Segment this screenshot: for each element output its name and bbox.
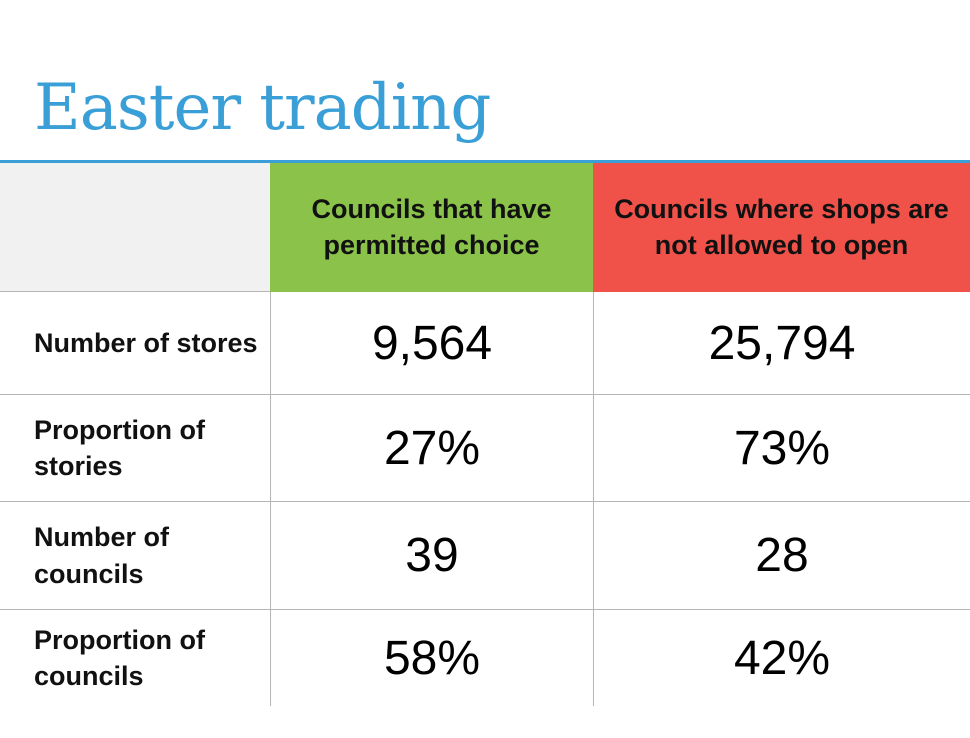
row-label-proportion-of-councils: Proportion of councils <box>34 624 205 691</box>
data-table: Councils that have permitted choice Coun… <box>0 163 970 706</box>
chart-title: Easter trading <box>34 71 491 145</box>
value-council-proportion-permitted: 58% <box>270 610 593 706</box>
row-label-proportion-of-stories: Proportion of stories <box>0 395 270 502</box>
value-store-proportion-not-allowed: 73% <box>593 395 970 502</box>
table-corner <box>0 163 270 292</box>
column-header-not-allowed: Councils where shops are not allowed to … <box>593 163 970 292</box>
row-label-number-of-stores: Number of stores <box>0 292 270 395</box>
value-store-proportion-permitted: 27% <box>270 395 593 502</box>
value-stores-not-allowed: 25,794 <box>593 292 970 395</box>
column-header-permitted: Councils that have permitted choice <box>270 163 593 292</box>
value-council-proportion-not-allowed: 42% <box>593 610 970 706</box>
value-stores-permitted: 9,564 <box>270 292 593 395</box>
value-councils-not-allowed: 28 <box>593 502 970 610</box>
row-label-number-of-councils: Number of councils <box>0 502 270 610</box>
title-rule <box>0 160 970 163</box>
value-councils-permitted: 39 <box>270 502 593 610</box>
